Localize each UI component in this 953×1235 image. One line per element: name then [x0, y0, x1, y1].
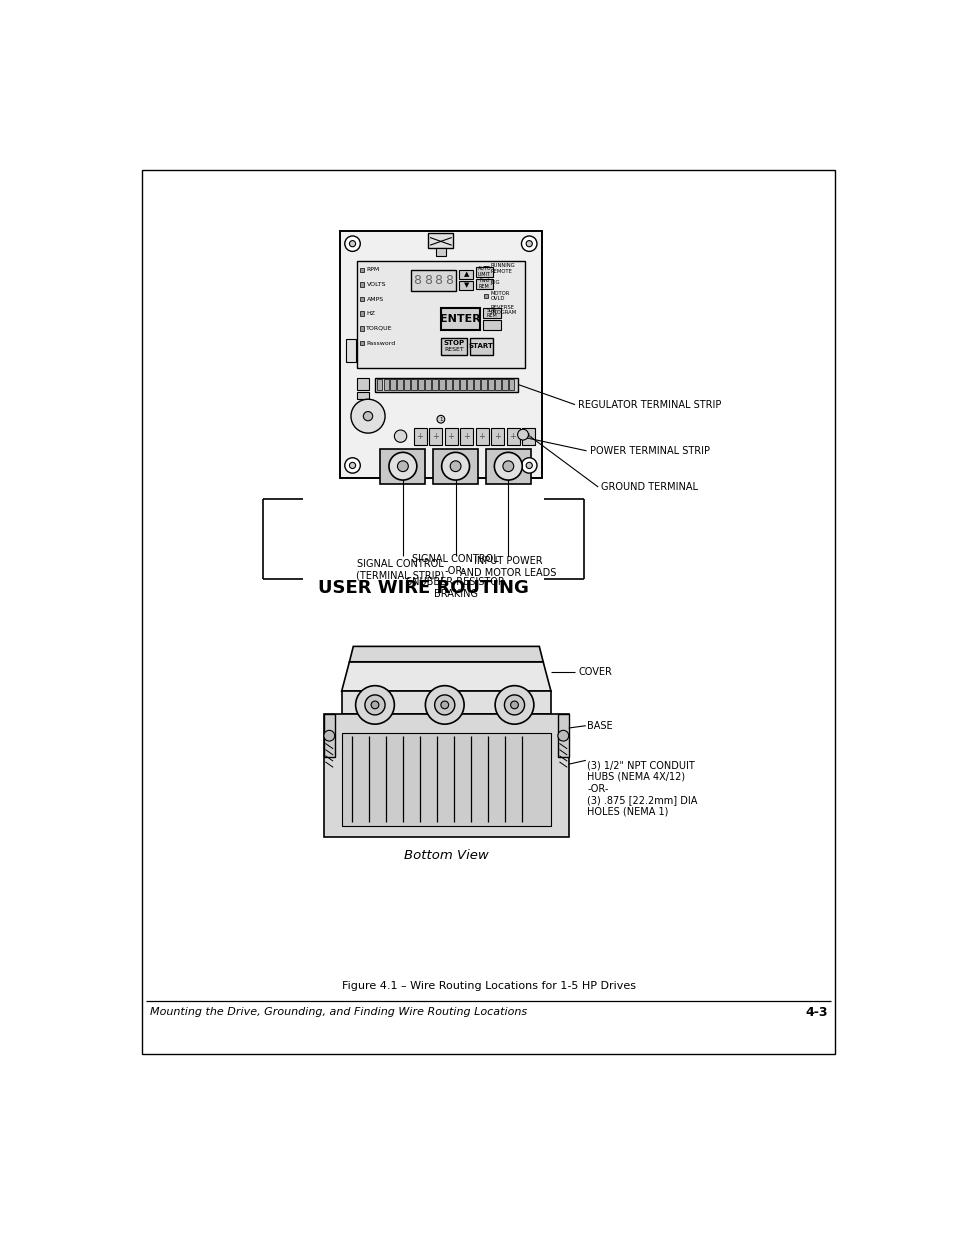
Bar: [360, 311, 364, 316]
Text: POWER TERMINAL STRIP: POWER TERMINAL STRIP: [589, 446, 709, 456]
Circle shape: [436, 415, 444, 424]
Circle shape: [365, 695, 385, 715]
Bar: [418, 379, 423, 390]
Text: USER WIRE ROUTING: USER WIRE ROUTING: [317, 579, 528, 597]
Bar: [346, 340, 355, 362]
Circle shape: [397, 461, 408, 472]
Circle shape: [389, 452, 416, 480]
Bar: [558, 714, 568, 757]
Bar: [411, 379, 416, 390]
Bar: [383, 379, 389, 390]
Bar: [360, 341, 364, 346]
Bar: [484, 266, 488, 270]
Bar: [482, 309, 500, 319]
Bar: [411, 270, 456, 291]
Bar: [360, 282, 364, 287]
Bar: [509, 379, 514, 390]
Bar: [453, 379, 458, 390]
Circle shape: [517, 430, 528, 440]
Text: HZ: HZ: [366, 311, 375, 316]
Circle shape: [425, 685, 464, 724]
Text: +: +: [524, 432, 532, 441]
Bar: [356, 261, 524, 368]
Circle shape: [440, 701, 448, 709]
Bar: [380, 448, 425, 484]
Bar: [474, 379, 479, 390]
Bar: [484, 294, 488, 299]
Circle shape: [344, 458, 360, 473]
Circle shape: [355, 685, 394, 724]
Circle shape: [344, 236, 360, 252]
Bar: [482, 320, 500, 330]
Bar: [444, 429, 457, 446]
Bar: [429, 429, 442, 446]
Bar: [397, 379, 402, 390]
Text: 8: 8: [445, 274, 453, 288]
Bar: [360, 326, 364, 331]
Bar: [485, 448, 530, 484]
Bar: [467, 379, 472, 390]
Text: 8: 8: [413, 274, 420, 288]
Bar: [376, 379, 381, 390]
Circle shape: [525, 241, 532, 247]
Bar: [323, 714, 568, 837]
Bar: [484, 308, 488, 312]
Text: 8: 8: [423, 274, 432, 288]
Text: RUNNING
REMOTE: RUNNING REMOTE: [490, 263, 515, 274]
Circle shape: [323, 730, 335, 741]
Bar: [459, 379, 465, 390]
Bar: [484, 280, 488, 284]
Text: SIGNAL CONTROL
-OR-
SNUBBER RESISTOR
BRAKING: SIGNAL CONTROL -OR- SNUBBER RESISTOR BRA…: [406, 555, 504, 599]
Text: REVERSE
PROGRAM: REVERSE PROGRAM: [490, 305, 517, 315]
Bar: [476, 429, 488, 446]
Circle shape: [441, 452, 469, 480]
Text: +: +: [478, 432, 485, 441]
Text: MOTOR
OVLD: MOTOR OVLD: [490, 290, 509, 301]
Bar: [414, 429, 427, 446]
Text: REGULATOR TERMINAL STRIP: REGULATOR TERMINAL STRIP: [578, 400, 720, 410]
Polygon shape: [349, 646, 542, 662]
Text: ▼: ▼: [463, 283, 469, 288]
Text: RPM: RPM: [366, 267, 379, 273]
Circle shape: [502, 461, 513, 472]
Text: +: +: [416, 432, 423, 441]
Bar: [440, 337, 467, 354]
Bar: [340, 231, 541, 478]
Bar: [501, 379, 507, 390]
Circle shape: [363, 411, 373, 421]
Text: JOG: JOG: [490, 279, 499, 285]
Bar: [469, 337, 493, 354]
Bar: [356, 378, 369, 390]
Bar: [440, 309, 479, 330]
Bar: [446, 379, 452, 390]
Bar: [459, 280, 473, 290]
Text: +: +: [447, 432, 454, 441]
Bar: [488, 379, 493, 390]
Bar: [375, 378, 517, 391]
Circle shape: [510, 701, 517, 709]
Text: +: +: [432, 432, 438, 441]
Text: TORQUE: TORQUE: [366, 326, 393, 331]
Polygon shape: [341, 662, 550, 692]
Text: 8: 8: [435, 274, 442, 288]
Bar: [323, 714, 335, 757]
Text: +: +: [509, 432, 516, 441]
Text: (3) 1/2" NPT CONDUIT
HUBS (NEMA 4X/12)
-OR-
(3) .875 [22.2mm] DIA
HOLES (NEMA 1): (3) 1/2" NPT CONDUIT HUBS (NEMA 4X/12) -…: [587, 761, 697, 816]
Bar: [425, 379, 431, 390]
Bar: [433, 448, 477, 484]
Bar: [459, 270, 473, 279]
Circle shape: [435, 695, 455, 715]
Bar: [506, 429, 519, 446]
Bar: [436, 248, 445, 256]
Bar: [360, 296, 364, 301]
Circle shape: [394, 430, 406, 442]
Circle shape: [371, 701, 378, 709]
Text: STOP: STOP: [443, 340, 464, 346]
Bar: [404, 379, 410, 390]
Circle shape: [495, 685, 534, 724]
Bar: [521, 429, 535, 446]
Bar: [476, 267, 493, 277]
Circle shape: [450, 461, 460, 472]
Circle shape: [521, 458, 537, 473]
Text: VOLTS: VOLTS: [366, 282, 386, 287]
